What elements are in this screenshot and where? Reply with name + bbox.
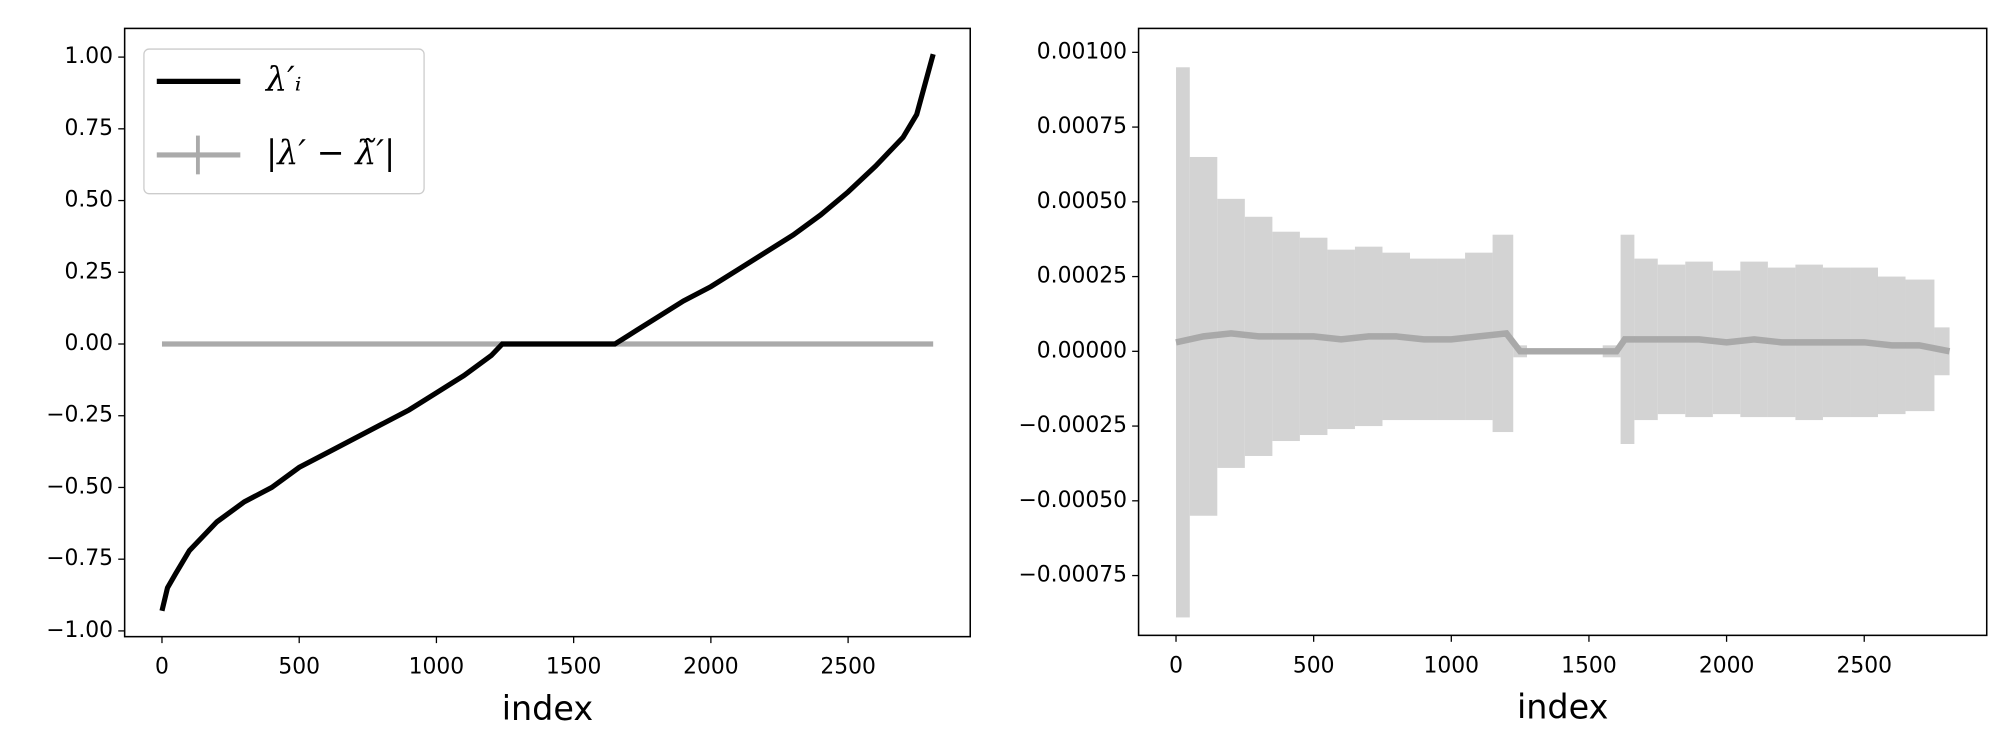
x-axis-label: index [502, 689, 593, 728]
x-tick-label: 1500 [1561, 653, 1617, 678]
data-line [1175, 329, 1951, 355]
x-axis-label: index [1517, 687, 1608, 726]
y-tick-label: 0.00 [64, 331, 113, 356]
plot-frame [1137, 27, 1988, 637]
x-tick-label: 2500 [820, 655, 876, 680]
x-tick-label: 2000 [1699, 653, 1755, 678]
y-tick-label: −0.25 [46, 403, 113, 428]
x-tick-label: 1000 [409, 655, 465, 680]
y-tick-label: −0.00075 [1018, 563, 1127, 588]
data-line [159, 53, 936, 612]
y-tick-label: 0.00025 [1037, 264, 1127, 289]
y-tick-label: −0.75 [46, 546, 113, 571]
legend-label: λ′ᵢ [264, 59, 301, 98]
y-tick-label: 1.00 [64, 44, 113, 69]
x-tick-label: 0 [1169, 653, 1183, 678]
x-tick-label: 2000 [683, 655, 739, 680]
y-tick-label: 0.50 [64, 188, 113, 213]
x-tick-label: 2500 [1836, 653, 1892, 678]
plot-frame [123, 27, 972, 638]
y-tick-label: −0.00025 [1018, 413, 1127, 438]
y-tick-label: 0.00100 [1037, 39, 1127, 64]
y-tick-label: −1.00 [46, 618, 113, 643]
y-tick-label: 0.00050 [1037, 189, 1127, 214]
y-tick-label: 0.00000 [1037, 338, 1127, 363]
x-tick-label: 1500 [546, 655, 602, 680]
x-tick-label: 1000 [1424, 653, 1480, 678]
y-tick-label: −0.00050 [1018, 488, 1127, 513]
y-tick-label: −0.50 [46, 474, 113, 499]
x-tick-label: 500 [278, 655, 320, 680]
y-tick-label: 0.25 [64, 259, 113, 284]
x-tick-label: 0 [155, 655, 169, 680]
y-tick-label: 0.75 [64, 116, 113, 141]
y-tick-label: 0.00075 [1037, 114, 1127, 139]
x-tick-label: 500 [1293, 653, 1335, 678]
legend-label: |λ′ − λ̃′| [266, 133, 395, 172]
